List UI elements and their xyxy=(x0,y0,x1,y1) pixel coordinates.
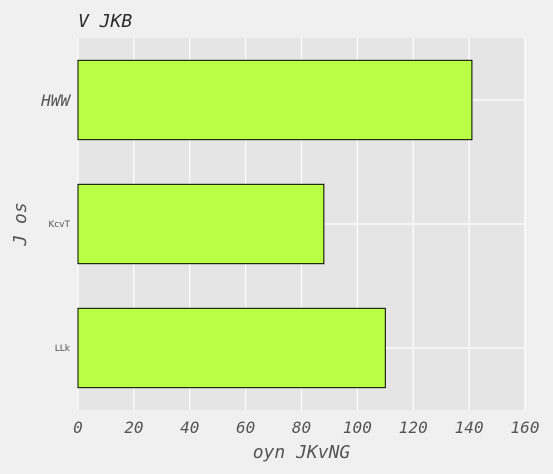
y-tick-label: LLk xyxy=(55,344,71,354)
x-tick-label: 140 xyxy=(455,418,484,437)
bar-hww xyxy=(77,59,473,141)
x-tick-label: 160 xyxy=(511,418,540,437)
x-tick-label: 100 xyxy=(343,418,372,437)
x-tick-label: 40 xyxy=(180,418,199,437)
y-tick-labels: HWW KcvT LLk xyxy=(40,91,71,354)
bars xyxy=(77,59,473,389)
x-tick-label: 120 xyxy=(399,418,428,437)
y-axis-label: J os xyxy=(10,202,31,246)
y-tick-label: HWW xyxy=(40,91,71,110)
bar-llk xyxy=(77,307,386,389)
x-axis-label: oyn JKvNG xyxy=(253,442,351,463)
chart-title: V JKB xyxy=(78,11,132,32)
x-tick-label: 20 xyxy=(124,418,143,437)
y-tick-label: KcvT xyxy=(48,220,70,230)
x-tick-label: 0 xyxy=(73,418,83,437)
x-tick-label: 60 xyxy=(236,418,255,437)
x-tick-labels: 0 20 40 60 80 100 120 140 160 xyxy=(73,418,539,437)
x-tick-label: 80 xyxy=(292,418,311,437)
bar-kcvt xyxy=(77,183,325,265)
